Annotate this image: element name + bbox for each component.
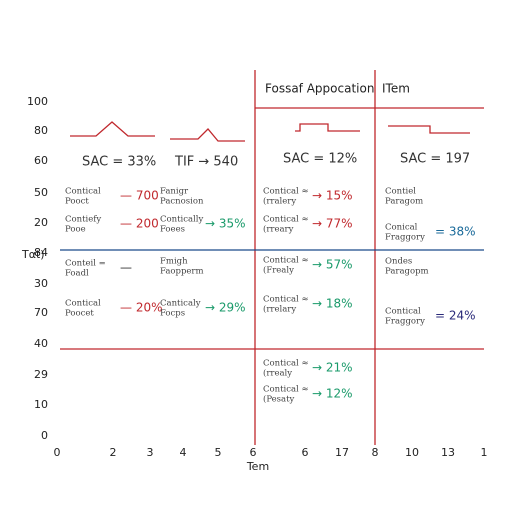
item-label: Contical ≈ (263, 215, 309, 225)
header-title: Fossaf Appocation (265, 82, 374, 96)
item-value: → 35% (205, 217, 246, 231)
item-label: Contical ≈ (263, 295, 309, 305)
sparkline (388, 125, 470, 134)
item-value: → 15% (312, 189, 353, 203)
frame (60, 70, 484, 445)
header-item: ITem (382, 82, 410, 96)
item-label: Focps (160, 309, 185, 319)
item-label: Ondes (385, 257, 412, 267)
x-tick-label: 6 (302, 446, 309, 459)
sparkline (295, 123, 360, 132)
item-value: = 38% (435, 225, 476, 239)
item-label: Conteil = (65, 259, 106, 269)
item-label: Contical ≈ (263, 385, 309, 395)
item-value: → 18% (312, 297, 353, 311)
item-label: (rralery (263, 196, 296, 207)
item-label: Canticaly (160, 299, 201, 309)
item-label: Paragom (385, 197, 423, 207)
x-axis-label: Tem (246, 460, 269, 473)
item-label: Fraggory (385, 233, 425, 243)
x-tick-label: 5 (215, 446, 222, 459)
x-tick-label: 2 (110, 446, 117, 459)
summary: TIF → 540 (174, 155, 238, 170)
item-label: Faopperm (160, 267, 204, 277)
y-tick-label: 60 (34, 154, 48, 167)
item-label: (Frealy (263, 265, 294, 276)
x-tick-label: 13 (441, 446, 455, 459)
item-label: Fraggory (385, 317, 425, 327)
item-label: Pooe (65, 225, 86, 235)
item-label: Paragopm (385, 267, 429, 277)
y-tick-label: 80 (34, 124, 48, 137)
item-value: → 77% (312, 217, 353, 231)
y-tick-label: 100 (27, 95, 48, 108)
item-label: Contical ≈ (263, 187, 309, 197)
sparkline (170, 128, 245, 142)
y-tick-label: 84 (34, 246, 48, 259)
item-label: Pacnosion (160, 197, 204, 207)
item-value: → 21% (312, 361, 353, 375)
x-tick-label: 10 (405, 446, 419, 459)
y-tick-label: 40 (34, 337, 48, 350)
item-label: (Pesaty (263, 394, 295, 405)
x-tick-label: 0 (54, 446, 61, 459)
item-value: → 57% (312, 258, 353, 272)
y-axis-label: Tαt) (21, 248, 45, 261)
item-label: Contically (160, 215, 203, 225)
item-label: Foees (160, 225, 185, 235)
item-label: Pooct (65, 197, 89, 207)
item-value: — (120, 261, 132, 275)
y-tick-label: 10 (34, 398, 48, 411)
item-label: Contical (385, 307, 421, 317)
x-tick-label: 17 (335, 446, 349, 459)
item-label: Contical ≈ (263, 256, 309, 266)
x-tick-label: 1 (481, 446, 488, 459)
item-label: Foadl (65, 269, 89, 279)
item-label: Fanigr (160, 187, 189, 197)
y-tick-label: 0 (41, 429, 48, 442)
summary: SAC = 33% (82, 155, 156, 170)
y-tick-label: 50 (34, 186, 48, 199)
item-value: — 200 (120, 217, 159, 231)
x-tick-label: 8 (372, 446, 379, 459)
item-value: = 24% (435, 309, 476, 323)
item-value: → 29% (205, 301, 246, 315)
item-value: — 700 (120, 189, 159, 203)
x-tick-label: 4 (180, 446, 187, 459)
item-label: (rrealy (263, 368, 292, 379)
y-tick-label: 30 (34, 277, 48, 290)
item-label: Contical ≈ (263, 359, 309, 369)
summary: SAC = 197 (400, 152, 470, 167)
item-label: Contiel (385, 187, 416, 197)
x-tick-label: 3 (147, 446, 154, 459)
item-value: — 20% (120, 301, 163, 315)
item-label: Poocet (65, 309, 94, 319)
y-tick-label: 20 (34, 216, 48, 229)
item-label: Contical (65, 187, 101, 197)
item-value: → 12% (312, 387, 353, 401)
item-label: Conical (385, 223, 418, 233)
sparkline (70, 121, 155, 137)
x-tick-label: 6 (250, 446, 257, 459)
summary: SAC = 12% (283, 152, 357, 167)
item-label: Fmigh (160, 257, 188, 267)
item-label: (rrelary (263, 304, 296, 315)
item-label: (rreary (263, 224, 294, 235)
y-tick-label: 29 (34, 368, 48, 381)
y-tick-label: 70 (34, 306, 48, 319)
item-label: Contiefy (65, 215, 101, 225)
item-label: Contical (65, 299, 101, 309)
